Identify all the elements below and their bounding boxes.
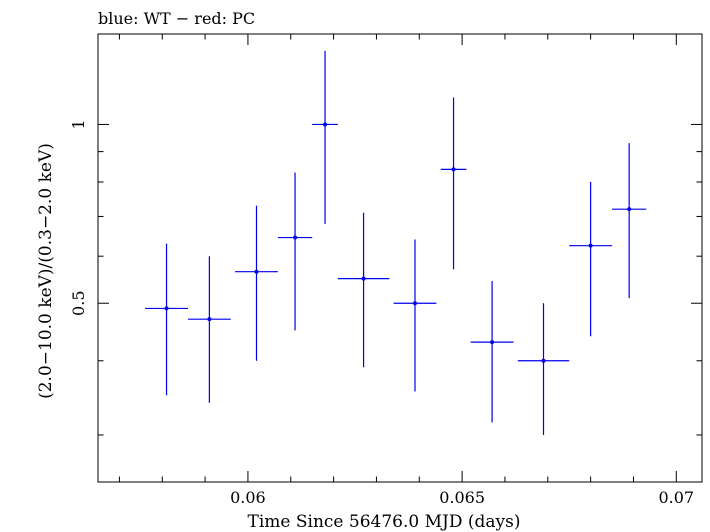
data-point — [541, 358, 546, 363]
data-point — [490, 340, 495, 345]
x-tick-label: 0.06 — [230, 488, 266, 507]
data-point — [412, 301, 417, 306]
data-point — [451, 167, 456, 172]
data-point — [588, 243, 593, 248]
x-tick-label: 0.07 — [658, 488, 694, 507]
y-axis-label: (2.0−10.0 keV)/(0.3−2.0 keV) — [36, 143, 56, 399]
axis-tick-labels: 0.5 1 0.06 0.065 0.07 — [69, 119, 694, 507]
data-point — [254, 269, 259, 274]
y-tick-label: 1 — [69, 119, 88, 129]
x-tick-label: 0.065 — [439, 488, 485, 507]
data-point — [627, 207, 632, 212]
x-axis-label: Time Since 56476.0 MJD (days) — [248, 512, 521, 532]
data-point — [164, 306, 169, 311]
plot-frame — [97, 33, 703, 483]
data-point — [323, 122, 328, 127]
data-series — [145, 50, 647, 435]
chart-title: blue: WT − red: PC — [98, 9, 255, 28]
data-point — [361, 276, 366, 281]
series-wt — [145, 50, 647, 435]
y-tick-label: 0.5 — [69, 290, 88, 315]
data-point — [293, 235, 298, 240]
data-point — [207, 317, 212, 322]
axis-ticks — [98, 34, 702, 482]
